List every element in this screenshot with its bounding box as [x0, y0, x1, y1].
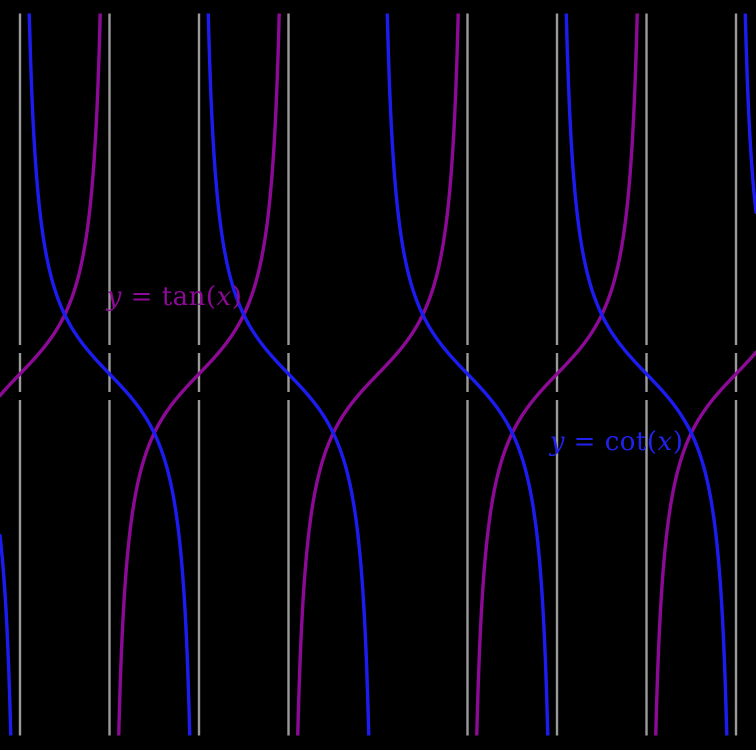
tan-curve-label: y = tan(x) [72, 252, 243, 342]
tan-label-arg: x [216, 282, 232, 312]
cot-label-mid: = cot( [564, 427, 658, 457]
cot-curve-label: y = cot(x) [515, 397, 684, 487]
tan-label-close: ) [231, 282, 243, 312]
cot-label-arg: x [657, 427, 673, 457]
tan-label-lhs: y [106, 282, 122, 312]
cot-label-close: ) [672, 427, 684, 457]
tan-label-mid: = tan( [121, 282, 217, 312]
cot-label-lhs: y [549, 427, 565, 457]
